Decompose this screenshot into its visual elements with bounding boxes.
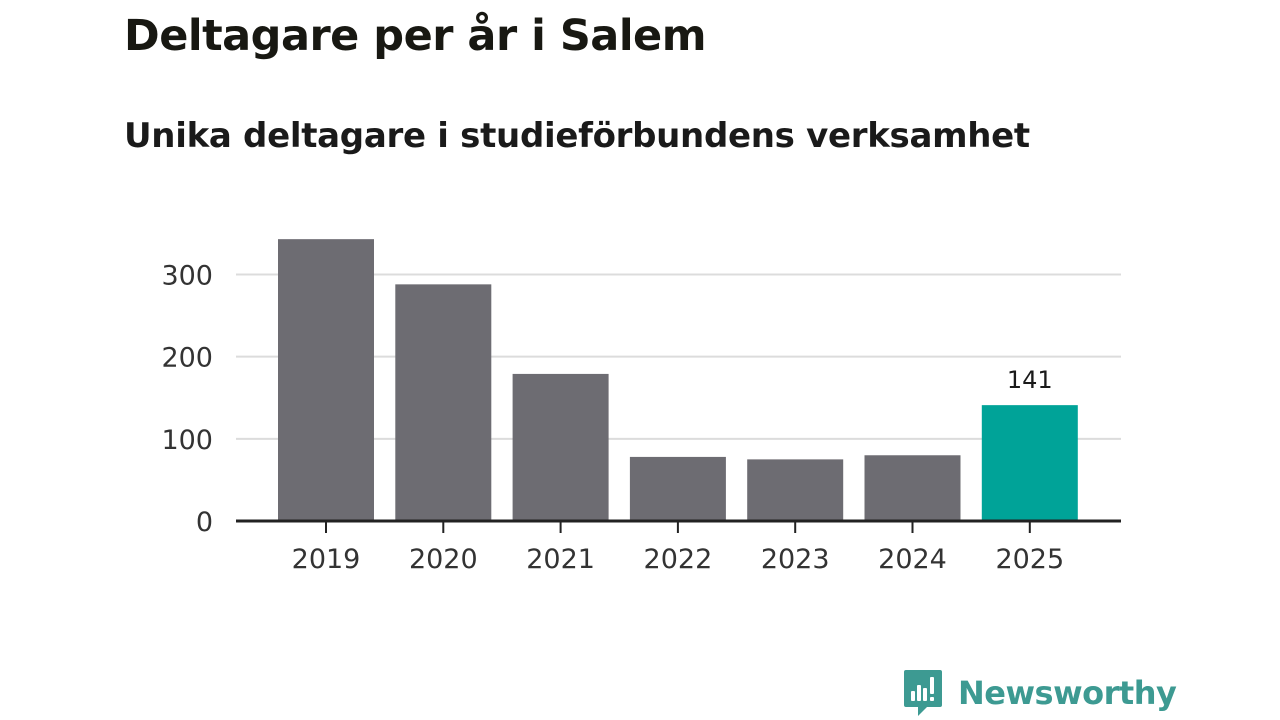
brand-logo: Newsworthy (903, 670, 1177, 716)
y-axis-ticks: 0 100 200 300 (161, 260, 213, 538)
y-tick-label-100: 100 (161, 425, 213, 456)
bar-2021 (512, 373, 609, 521)
bar-2023 (747, 459, 844, 521)
gridlines (236, 273, 1121, 440)
x-tick-label-2019: 2019 (292, 544, 361, 575)
bar-2025 (981, 405, 1078, 521)
bar-2024 (864, 455, 961, 521)
bar-2020 (395, 284, 492, 521)
data-labels: 141 (1007, 366, 1053, 394)
newsworthy-logo-icon (904, 670, 942, 716)
x-axis-ticks: 2019 2020 2021 2022 2023 2024 2025 (292, 521, 1064, 575)
x-tick-label-2022: 2022 (644, 544, 713, 575)
x-tick-label-2023: 2023 (761, 544, 830, 575)
y-tick-label-0: 0 (196, 507, 213, 538)
x-tick-label-2024: 2024 (878, 544, 947, 575)
x-tick-label-2021: 2021 (526, 544, 595, 575)
bar-2022 (629, 456, 726, 521)
data-label-2025: 141 (1007, 366, 1053, 394)
x-tick-label-2020: 2020 (409, 544, 478, 575)
y-tick-label-300: 300 (161, 260, 213, 291)
chart-subtitle: Unika deltagare i studieförbundens verks… (124, 116, 1030, 156)
x-tick-label-2025: 2025 (995, 544, 1064, 575)
brand-name: Newsworthy (958, 674, 1177, 712)
chart-title: Deltagare per år i Salem (124, 11, 707, 61)
bar-2019 (278, 239, 374, 521)
y-tick-label-200: 200 (161, 343, 213, 374)
bars (278, 239, 1078, 521)
